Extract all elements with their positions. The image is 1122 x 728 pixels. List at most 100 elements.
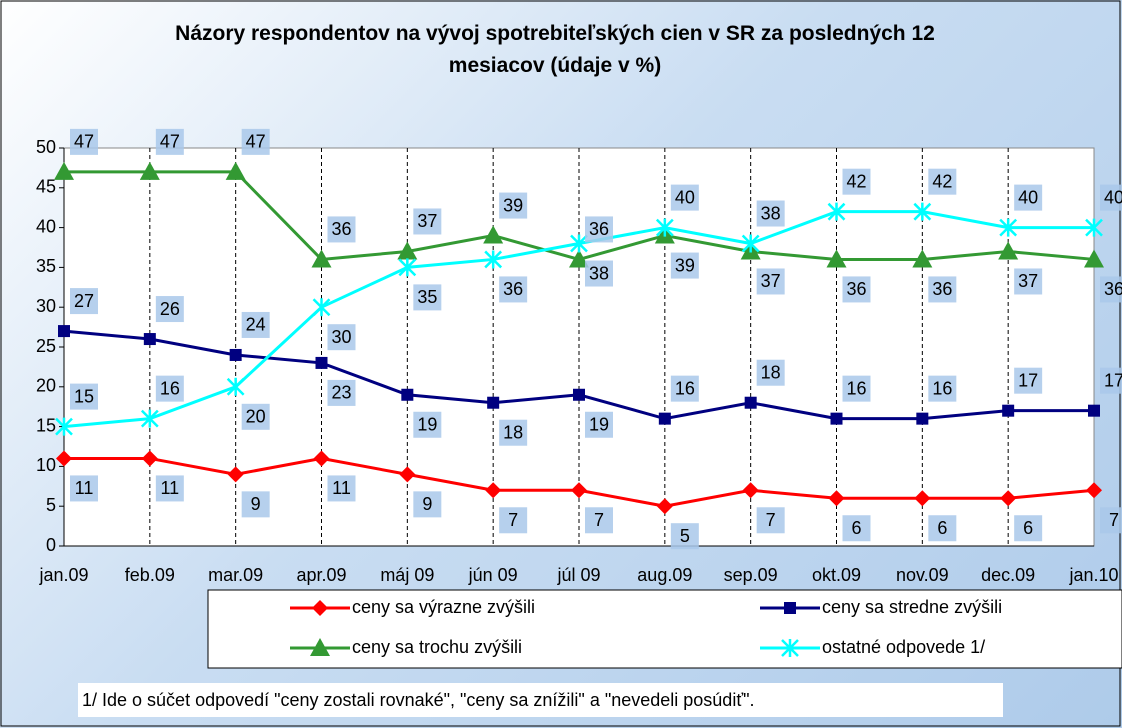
x-tick-label: sep.09: [724, 565, 778, 585]
legend-label: ostatné odpovede 1/: [822, 637, 985, 657]
data-label: 35: [417, 287, 437, 307]
marker-shape: [828, 490, 845, 507]
legend-label: ceny sa stredne zvýšili: [822, 597, 1002, 617]
y-tick-label: 45: [36, 177, 56, 197]
marker-shape: [573, 388, 585, 401]
data-label: 16: [846, 378, 866, 398]
data-label-box: [585, 216, 613, 243]
y-tick-label: 30: [36, 296, 56, 316]
data-label-box: [155, 375, 184, 402]
data-label: 47: [74, 132, 94, 152]
data-label: 27: [74, 291, 94, 311]
marker-shape: [742, 482, 759, 499]
marker: [1084, 249, 1104, 268]
legend-label: ceny sa výrazne zvýšili: [352, 597, 535, 617]
x-tick-label: mar.09: [208, 565, 263, 585]
marker: [656, 498, 673, 515]
x-tick-label: nov.09: [896, 565, 949, 585]
marker-shape: [912, 249, 933, 268]
data-label: 36: [932, 279, 952, 299]
x-tick-label: apr.09: [296, 565, 346, 585]
marker: [312, 298, 331, 317]
data-label-box: [585, 507, 613, 534]
marker-shape: [784, 602, 796, 614]
data-label: 5: [680, 526, 690, 546]
data-label-box: [756, 200, 785, 227]
marker-shape: [139, 161, 160, 180]
data-label: 7: [508, 510, 518, 530]
marker-shape: [1086, 482, 1102, 499]
data-label-box: [842, 375, 871, 402]
marker-shape: [1085, 218, 1103, 237]
marker: [569, 249, 589, 268]
data-label-box: [413, 491, 442, 518]
data-label-box: [670, 184, 699, 211]
data-label-box: [928, 375, 957, 402]
marker-shape: [313, 450, 330, 467]
data-label: 11: [332, 478, 351, 498]
y-tick-label: 50: [36, 137, 56, 157]
marker-shape: [487, 396, 500, 409]
data-label-box: [413, 208, 442, 235]
marker-shape: [312, 298, 331, 317]
x-tick-label: aug.09: [637, 565, 692, 585]
y-tick-label: 15: [36, 415, 56, 435]
marker-shape: [744, 396, 757, 409]
marker: [141, 450, 158, 467]
marker: [139, 161, 160, 180]
marker-shape: [141, 450, 158, 467]
data-label-box: [499, 507, 528, 534]
x-tick-label: jan.10: [1068, 565, 1118, 585]
data-label-box: [241, 128, 270, 155]
data-label-box: [327, 216, 356, 243]
marker: [784, 602, 796, 614]
marker: [1088, 404, 1100, 417]
data-label: 26: [160, 299, 180, 319]
marker: [225, 161, 246, 180]
marker-shape: [140, 409, 159, 428]
marker-shape: [397, 241, 418, 260]
marker: [312, 600, 328, 616]
data-label: 36: [503, 279, 523, 299]
data-label-box: [1014, 184, 1043, 211]
marker: [781, 639, 799, 657]
marker: [401, 388, 414, 401]
data-label-box: [1100, 507, 1122, 534]
data-label: 37: [761, 271, 781, 291]
data-label-box: [327, 324, 356, 351]
marker: [826, 249, 847, 268]
marker: [1002, 404, 1015, 417]
marker-shape: [826, 249, 847, 268]
data-label-box: [842, 515, 871, 542]
marker-shape: [58, 325, 70, 338]
data-label-box: [928, 276, 957, 303]
marker-shape: [571, 482, 587, 499]
marker-shape: [998, 241, 1019, 260]
legend: [207, 589, 1122, 669]
data-label-box: [928, 515, 957, 542]
data-label-box: [842, 276, 871, 303]
data-label: 11: [160, 478, 179, 498]
marker: [143, 333, 156, 346]
data-label-box: [756, 268, 785, 295]
marker: [58, 325, 70, 338]
data-label: 42: [932, 171, 952, 191]
data-label: 11: [75, 478, 94, 498]
y-tick-label: 5: [46, 495, 56, 515]
marker: [313, 450, 330, 467]
marker-shape: [225, 161, 246, 180]
data-label-box: [413, 411, 442, 438]
marker: [573, 388, 585, 401]
marker-shape: [227, 466, 244, 483]
data-label-box: [842, 168, 871, 195]
marker-shape: [484, 250, 503, 269]
marker: [487, 396, 500, 409]
data-label-box: [327, 379, 356, 406]
data-label-box: [756, 359, 785, 386]
data-label: 36: [846, 279, 866, 299]
data-label-box: [1014, 268, 1043, 295]
marker-shape: [913, 202, 932, 221]
data-label: 36: [589, 219, 609, 239]
x-tick-label: feb.09: [125, 565, 175, 585]
data-label-box: [70, 128, 98, 155]
